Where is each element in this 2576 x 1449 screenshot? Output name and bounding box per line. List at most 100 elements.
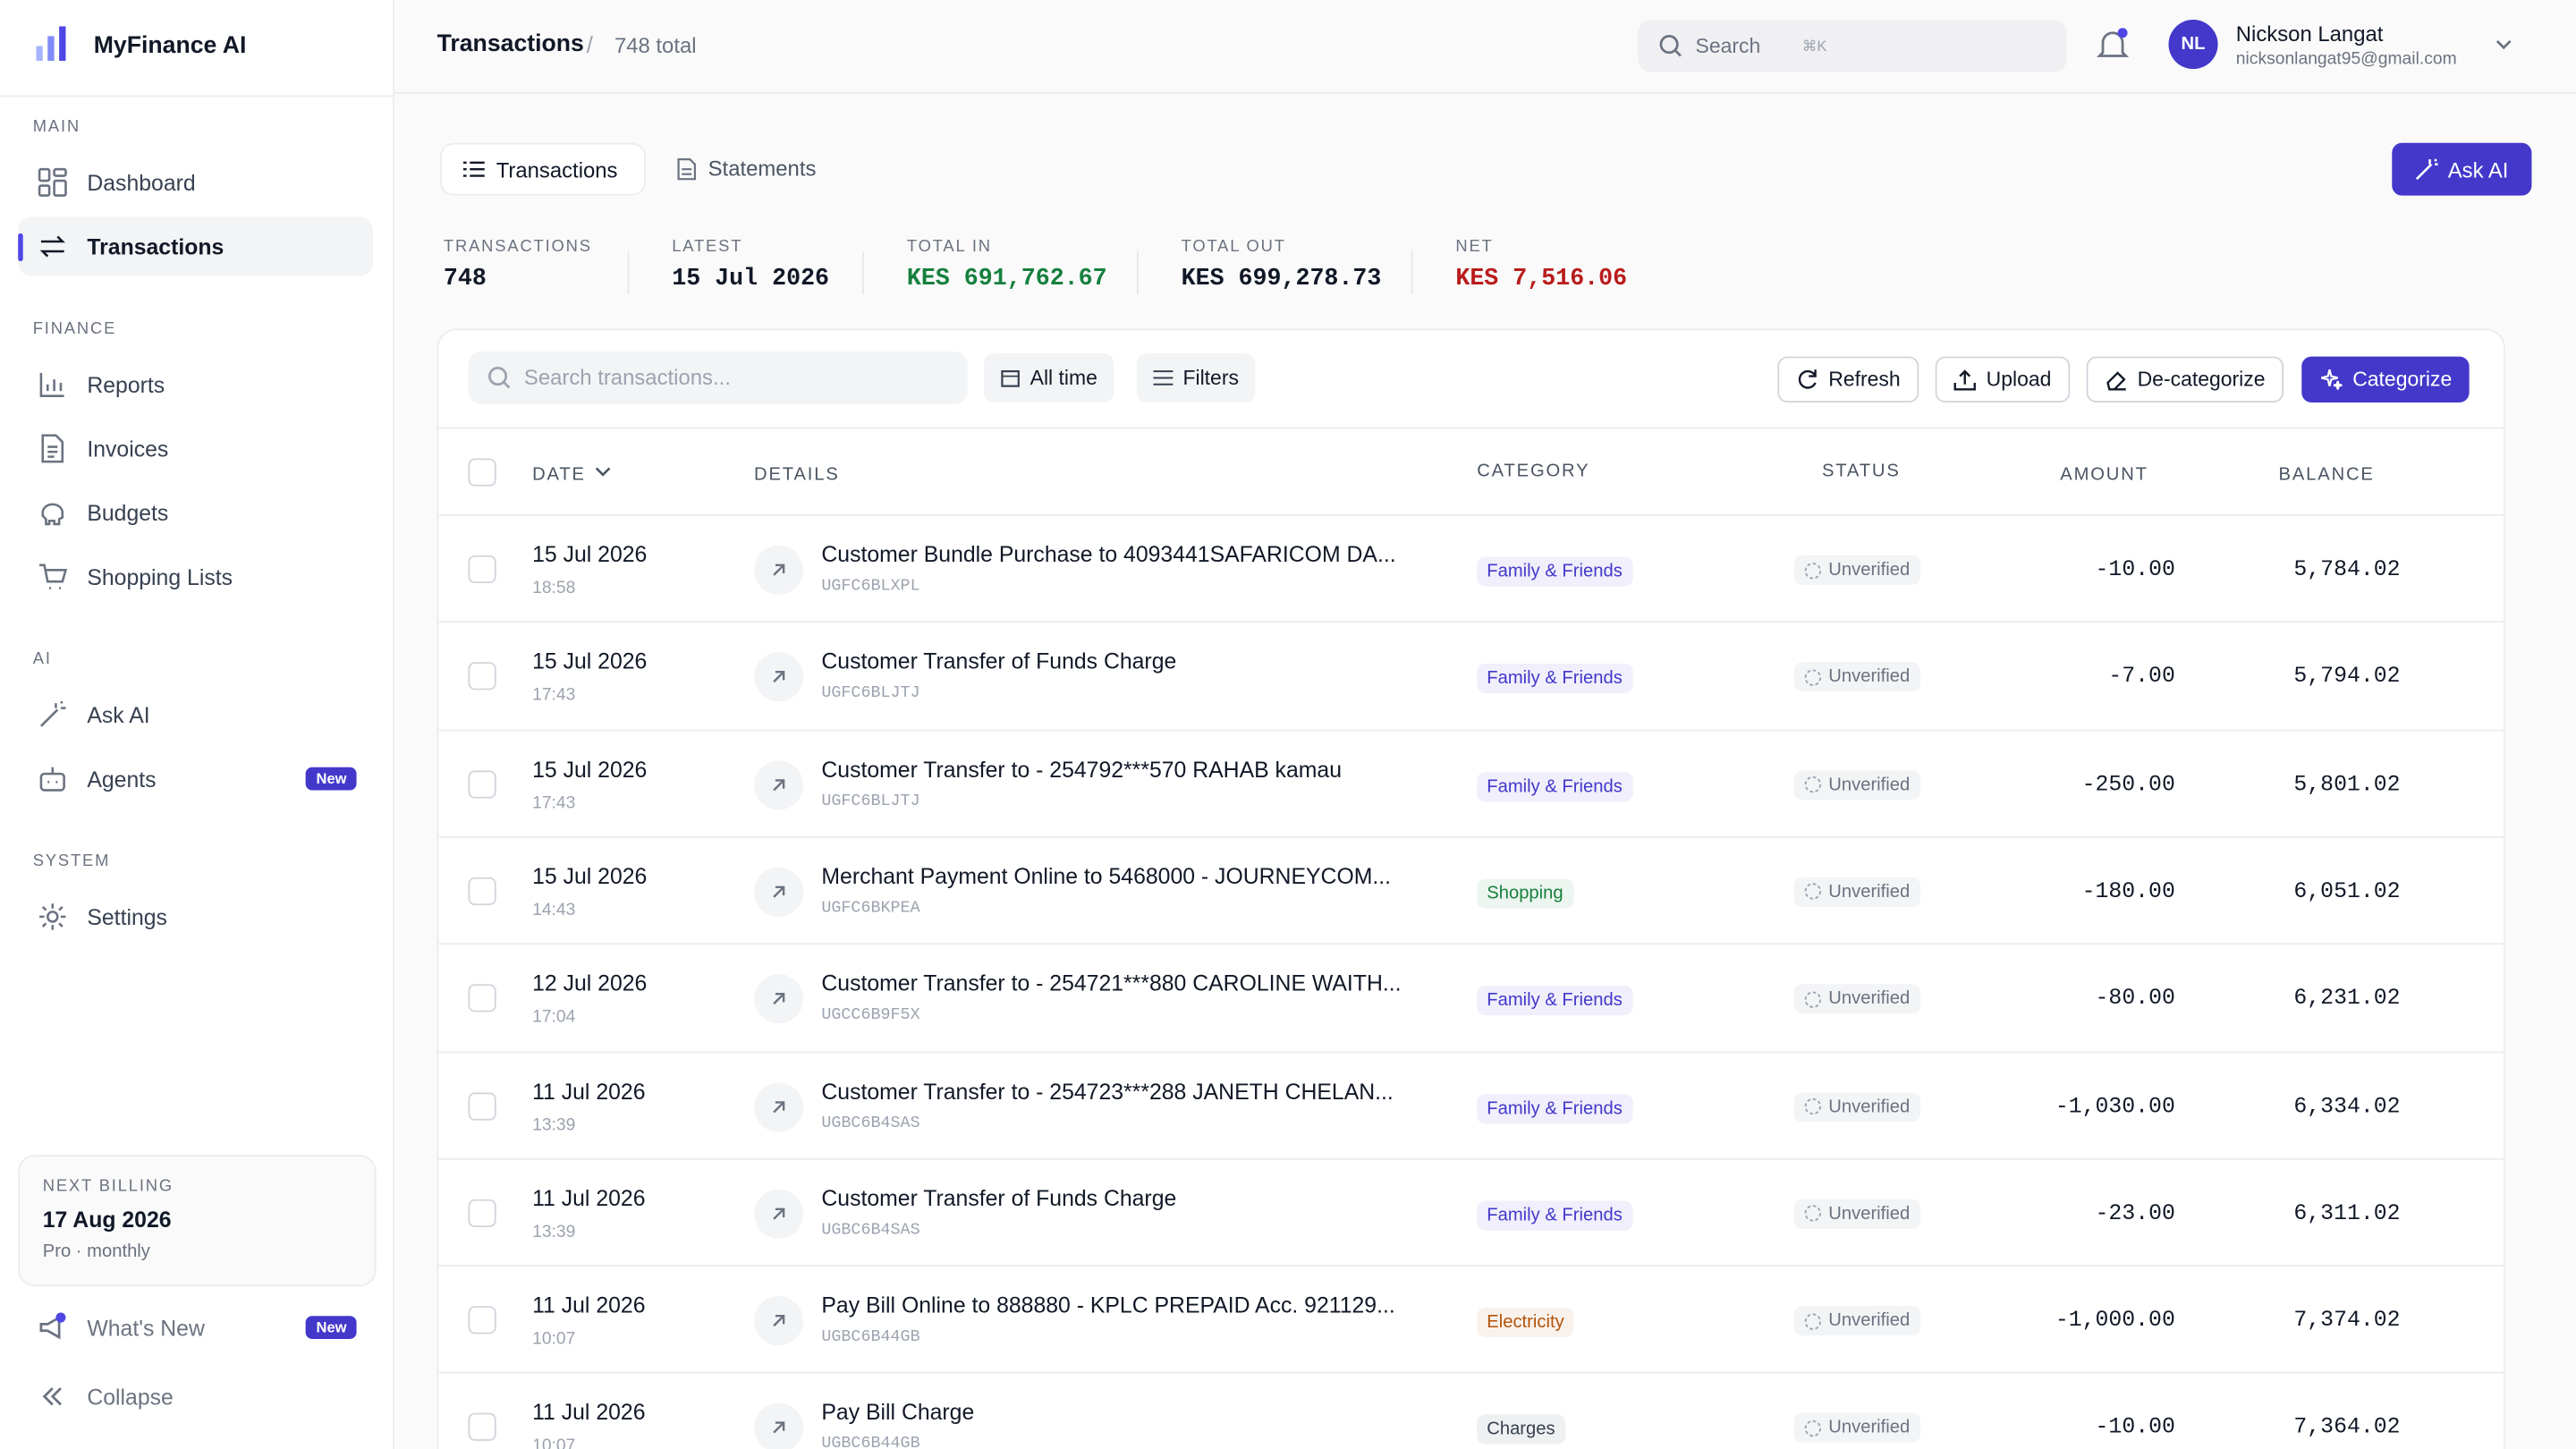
amount: -23.00: [2095, 1202, 2175, 1227]
reference: UGFC6BLJTJ: [821, 685, 920, 704]
date: 11 Jul 2026: [532, 1400, 646, 1426]
icon: [1804, 883, 1822, 901]
label: Categorize: [2352, 368, 2453, 392]
tab-active[interactable]: Transactions: [440, 142, 646, 196]
icon: [2106, 371, 2126, 391]
icon: [1804, 1419, 1822, 1437]
label: Unverified: [1828, 1097, 1911, 1117]
time: 17:04: [532, 1007, 576, 1028]
nav-item[interactable]: Ask AI: [18, 685, 373, 744]
filters-button[interactable]: Filters: [1137, 352, 1256, 403]
nav-item[interactable]: Budgets: [18, 483, 373, 542]
time: 17:43: [532, 792, 576, 813]
row-checkbox[interactable]: [468, 769, 496, 798]
stat-value: 748: [443, 266, 487, 292]
date: 15 Jul 2026: [532, 542, 648, 567]
table-search[interactable]: Search transactions...: [468, 352, 968, 404]
transaction-row[interactable]: 15 Jul 2026 18:58 Customer Bundle Purchase…: [438, 513, 2504, 623]
details: Customer Transfer to - 254792***570 RAHA…: [821, 756, 1343, 782]
section-label: AI: [32, 650, 52, 669]
transaction-row[interactable]: 12 Jul 2026 17:04 Customer Transfer to - 2…: [438, 943, 2504, 1052]
transaction-row[interactable]: 15 Jul 2026 17:43 Customer Transfer of Fun…: [438, 621, 2504, 730]
balance: 6,311.02: [2293, 1202, 2401, 1227]
icon: [1953, 369, 1976, 391]
direction-icon: [754, 1081, 804, 1131]
label: BALANCE: [2278, 464, 2375, 485]
collapse[interactable]: Collapse: [18, 1367, 373, 1426]
nav-item[interactable]: Agents New: [18, 750, 373, 809]
action-button[interactable]: Refresh: [1777, 356, 1919, 403]
column-header: AMOUNT: [2060, 465, 2148, 485]
transaction-row[interactable]: 15 Jul 2026 17:43 Customer Transfer to - 2…: [438, 728, 2504, 837]
date: 15 Jul 2026: [532, 863, 648, 889]
label: Transactions: [87, 233, 225, 259]
balance: 7,364.02: [2293, 1416, 2401, 1442]
transaction-row[interactable]: 15 Jul 2026 14:43 Merchant Payment Online …: [438, 835, 2504, 945]
row-checkbox[interactable]: [468, 1413, 496, 1442]
row-checkbox[interactable]: [468, 1199, 496, 1227]
icon: [1804, 990, 1822, 1008]
category-badge: Shopping: [1477, 878, 1573, 909]
transaction-row[interactable]: 11 Jul 2026 10:07 Pay Bill Charge UGBC6B44G…: [438, 1372, 2504, 1449]
tab[interactable]: Statements: [674, 143, 854, 196]
app-name: MyFinance AI: [93, 32, 247, 60]
label: Shopping Lists: [87, 564, 233, 589]
row-checkbox[interactable]: [468, 984, 496, 1013]
badge: New: [306, 767, 357, 791]
whats-new[interactable]: What's New New: [18, 1298, 373, 1357]
date: 11 Jul 2026: [532, 1185, 646, 1211]
row-checkbox[interactable]: [468, 1091, 496, 1120]
nav-item[interactable]: Reports: [18, 355, 373, 414]
avatar[interactable]: NL: [2168, 20, 2218, 70]
status-badge: Unverified: [1793, 769, 1920, 800]
action-button[interactable]: Upload: [1935, 356, 2070, 403]
icon: [1804, 1097, 1822, 1115]
row-checkbox[interactable]: [468, 662, 496, 691]
nav-item[interactable]: Transactions: [18, 216, 373, 276]
icon: [1804, 1312, 1822, 1330]
status-badge: Unverified: [1793, 662, 1920, 692]
column-header[interactable]: DATE: [532, 465, 612, 485]
action-button[interactable]: De-categorize: [2086, 356, 2284, 403]
badge: New: [306, 1316, 357, 1339]
status-badge: Unverified: [1793, 877, 1920, 907]
label: Unverified: [1828, 1203, 1911, 1224]
transactions-card: Search transactions... All time Filters …: [436, 328, 2506, 1449]
label: Budgets: [87, 500, 169, 525]
status-badge: Unverified: [1793, 555, 1920, 585]
chevron[interactable]: [2494, 38, 2513, 54]
icon: [462, 161, 485, 177]
transaction-row[interactable]: 11 Jul 2026 13:39 Customer Transfer of Fun…: [438, 1157, 2504, 1267]
status-badge: Unverified: [1793, 1306, 1920, 1336]
select-all[interactable]: [468, 458, 496, 487]
icon: [1153, 370, 1174, 386]
range-button[interactable]: All time: [984, 352, 1114, 403]
balance: 7,374.02: [2293, 1309, 2401, 1335]
row-checkbox[interactable]: [468, 1306, 496, 1335]
nav-item[interactable]: Shopping Lists: [18, 547, 373, 606]
action-button[interactable]: Categorize: [2301, 356, 2470, 403]
section-label: SYSTEM: [32, 852, 111, 871]
label: Unverified: [1828, 775, 1911, 795]
icon: [487, 367, 511, 389]
nav-item[interactable]: Invoices: [18, 419, 373, 478]
transaction-row[interactable]: 11 Jul 2026 13:39 Customer Transfer to - 2…: [438, 1050, 2504, 1159]
details: Customer Transfer of Funds Charge: [821, 1185, 1177, 1211]
stat-label: TOTAL IN: [906, 238, 992, 257]
divider: [862, 251, 865, 294]
stat-value: KES 691,762.67: [906, 266, 1107, 292]
nav-item[interactable]: Dashboard: [18, 153, 373, 212]
stat-value: 15 Jul 2026: [672, 266, 830, 292]
transaction-row[interactable]: 11 Jul 2026 10:07 Pay Bill Online to 88888…: [438, 1265, 2504, 1373]
icon: [1798, 369, 1817, 389]
row-checkbox[interactable]: [468, 555, 496, 584]
stat: LATEST 15 Jul 2026: [672, 238, 829, 292]
label: DATE: [532, 464, 586, 485]
row-checkbox[interactable]: [468, 877, 496, 905]
notifications[interactable]: [2097, 28, 2130, 64]
nav-item[interactable]: Settings: [18, 887, 373, 946]
ask-ai-button[interactable]: Ask AI: [2392, 142, 2532, 196]
stat-label: LATEST: [672, 238, 743, 257]
global-search[interactable]: Search ⌘K: [1638, 20, 2067, 72]
